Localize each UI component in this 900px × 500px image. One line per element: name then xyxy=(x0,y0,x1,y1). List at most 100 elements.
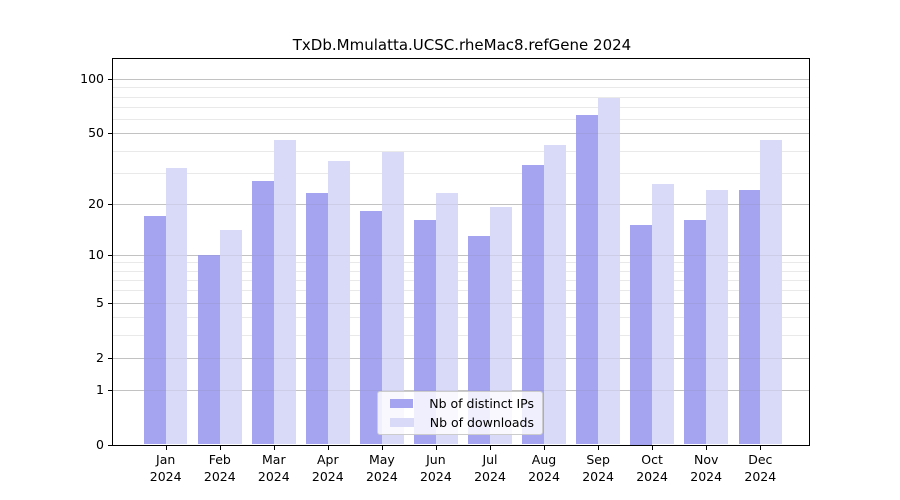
y-tick-label: 0 xyxy=(96,436,104,452)
major-gridline xyxy=(113,357,810,359)
x-tick-label-year: 2024 xyxy=(744,469,777,484)
x-tick-label-month: Jul xyxy=(482,452,498,467)
bar-distinct-ips-jun xyxy=(414,220,436,445)
minor-gridline xyxy=(113,290,810,292)
x-tick-label-month: Oct xyxy=(641,452,663,467)
bar-distinct-ips-may xyxy=(360,211,382,445)
y-tick xyxy=(108,203,113,205)
bar-downloads-jan xyxy=(165,167,188,445)
major-gridline-overlay xyxy=(113,133,810,135)
y-tick xyxy=(108,133,113,135)
x-tick-label-year: 2024 xyxy=(690,469,723,484)
major-gridline-overlay xyxy=(113,389,810,391)
legend-label-distinct-ips: Nb of distinct IPs xyxy=(429,396,534,411)
bar-downloads-feb xyxy=(219,230,242,445)
bar-distinct-ips-dec xyxy=(738,189,761,445)
y-tick xyxy=(108,302,113,304)
minor-gridline xyxy=(113,172,810,174)
x-tick xyxy=(598,446,600,450)
x-tick xyxy=(760,446,762,450)
x-tick xyxy=(165,446,167,450)
bar-distinct-ips-jan xyxy=(143,215,166,445)
x-tick-label-year: 2024 xyxy=(636,469,668,484)
x-tick xyxy=(652,446,654,450)
x-tick xyxy=(327,446,329,450)
x-tick-label-year: 2024 xyxy=(474,469,506,484)
y-tick xyxy=(108,79,113,81)
y-tick xyxy=(108,254,113,256)
x-tick-label-month: Jan xyxy=(156,452,176,467)
y-tick-label: 50 xyxy=(88,125,104,141)
minor-gridline xyxy=(113,262,810,264)
major-gridline xyxy=(113,79,810,81)
x-tick-label-month: Nov xyxy=(693,452,719,467)
minor-gridline xyxy=(113,96,810,98)
bar-distinct-ips-apr xyxy=(306,192,328,445)
minor-gridline xyxy=(113,119,810,120)
x-tick xyxy=(273,446,275,450)
major-gridline-overlay xyxy=(113,254,810,256)
legend-label-downloads: Nb of downloads xyxy=(429,415,534,430)
y-tick xyxy=(108,357,113,359)
x-tick-label-month: Feb xyxy=(208,452,231,467)
bar-downloads-nov xyxy=(706,189,728,445)
x-tick-label-year: 2024 xyxy=(528,469,560,484)
x-tick-label-year: 2024 xyxy=(365,469,398,484)
bar-downloads-may xyxy=(381,152,404,445)
major-gridline-overlay xyxy=(113,79,810,81)
x-tick-label-month: Aug xyxy=(531,452,557,467)
x-tick-label-year: 2024 xyxy=(582,469,614,484)
x-tick-label-year: 2024 xyxy=(203,469,236,484)
minor-gridline xyxy=(113,107,810,108)
minor-gridline xyxy=(113,279,810,281)
legend-swatch-downloads xyxy=(390,418,414,427)
y-tick-label: 10 xyxy=(88,246,104,262)
major-gridline xyxy=(113,203,810,205)
x-tick xyxy=(435,446,437,450)
bar-downloads-aug xyxy=(544,144,566,445)
x-tick-label-year: 2024 xyxy=(311,469,344,484)
x-tick xyxy=(490,446,491,450)
x-tick xyxy=(544,446,545,450)
bar-downloads-jun xyxy=(435,192,458,445)
minor-gridline xyxy=(113,87,810,89)
major-gridline-overlay xyxy=(113,357,810,359)
x-tick xyxy=(706,446,708,450)
minor-gridline xyxy=(113,150,810,152)
bar-downloads-dec xyxy=(760,139,783,445)
bar-downloads-apr xyxy=(327,160,350,445)
y-tick-label: 1 xyxy=(96,381,104,397)
x-tick-label-year: 2024 xyxy=(149,469,182,484)
major-gridline xyxy=(113,302,810,304)
y-tick xyxy=(108,444,113,446)
bar-distinct-ips-sep xyxy=(576,115,599,445)
minor-gridline xyxy=(113,334,810,336)
legend: Nb of distinct IPs Nb of downloads xyxy=(377,391,543,435)
bar-distinct-ips-aug xyxy=(522,165,545,445)
bar-downloads-mar xyxy=(273,139,296,445)
legend-row-distinct-ips: Nb of distinct IPs xyxy=(386,396,534,411)
bar-downloads-jul xyxy=(490,207,512,445)
x-tick-label-month: Sep xyxy=(586,452,610,467)
x-tick-label-month: May xyxy=(368,452,395,467)
y-tick xyxy=(108,389,113,391)
x-tick-label-month: Dec xyxy=(748,452,773,467)
bar-downloads-oct xyxy=(652,183,674,445)
y-tick-label: 2 xyxy=(96,349,104,365)
bar-distinct-ips-feb xyxy=(197,254,220,445)
legend-row-downloads: Nb of downloads xyxy=(386,415,534,430)
legend-swatch-distinct-ips xyxy=(390,399,414,408)
bar-distinct-ips-nov xyxy=(684,220,707,445)
bar-distinct-ips-mar xyxy=(252,180,274,445)
minor-gridline xyxy=(113,270,810,272)
major-gridline xyxy=(113,389,810,391)
major-gridline-overlay xyxy=(113,302,810,304)
chart-title: TxDb.Mmulatta.UCSC.rheMac8.refGene 2024 xyxy=(292,36,632,54)
y-tick-label: 20 xyxy=(88,195,104,211)
x-tick-label-year: 2024 xyxy=(419,469,452,484)
x-tick xyxy=(219,446,221,450)
major-gridline xyxy=(113,133,810,135)
bar-downloads-sep xyxy=(598,97,620,445)
x-tick-label-month: Apr xyxy=(316,452,339,467)
